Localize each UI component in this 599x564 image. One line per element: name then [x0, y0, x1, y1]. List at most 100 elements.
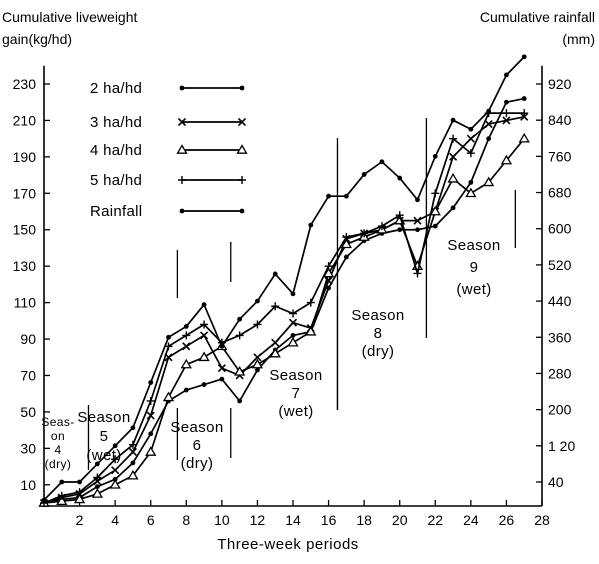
season-label-line: Season [170, 419, 223, 436]
point-2-ha-hd [94, 484, 100, 490]
point-4-ha-hd [287, 336, 299, 347]
point-4-ha-hd [234, 366, 246, 376]
point-5-ha-hd [93, 473, 102, 482]
point-2-ha-hd [521, 96, 527, 101]
x-tick-label: 28 [534, 512, 550, 528]
point-rainfall [183, 324, 189, 329]
y-right-tick-label: 760 [548, 148, 572, 164]
point-rainfall [397, 175, 403, 181]
point-4-ha-hd [500, 154, 513, 165]
y-right-tick-label: 1 20 [548, 438, 575, 454]
point-2-ha-hd [415, 227, 420, 233]
point-3-ha-hd [271, 338, 280, 347]
point-5-ha-hd [75, 488, 84, 497]
point-3-ha-hd [502, 116, 511, 125]
point-2-ha-hd [183, 387, 189, 393]
legend-label-5-ha-hd: 5 ha/hd [90, 172, 142, 189]
point-4-ha-hd [518, 132, 530, 143]
season-label-line: (wet) [86, 447, 121, 464]
point-3-ha-hd [253, 353, 262, 362]
legend-label-3-ha-hd: 3 ha/hd [90, 114, 142, 131]
season-label-line: Seas- [41, 415, 74, 429]
x-tick-label: 4 [111, 512, 119, 528]
y-left-tick-label: 130 [13, 258, 37, 274]
point-2-ha-hd [432, 223, 438, 229]
y-left-tick-label: 50 [20, 404, 36, 420]
point-5-ha-hd [342, 233, 351, 242]
point-rainfall [486, 108, 492, 114]
point-2-ha-hd [290, 333, 296, 338]
line-5-ha-hd [43, 112, 525, 504]
point-3-ha-hd [217, 364, 226, 373]
point-4-ha-hd [176, 144, 188, 154]
point-rainfall [77, 479, 82, 485]
x-tick-label: 24 [463, 512, 479, 528]
point-rainfall [112, 443, 118, 449]
point-2-ha-hd [468, 179, 474, 185]
y-right-tick-label: 280 [548, 365, 572, 381]
point-4-ha-hd [73, 493, 86, 504]
point-5-ha-hd [57, 491, 66, 500]
point-3-ha-hd [237, 117, 247, 127]
point-5-ha-hd [324, 262, 333, 271]
y-left-tick-label: 190 [13, 149, 37, 165]
y-left-tick-label: 170 [13, 185, 37, 201]
point-rainfall [148, 380, 154, 385]
point-5-ha-hd [306, 298, 315, 307]
point-4-ha-hd [56, 495, 68, 506]
point-rainfall [94, 461, 100, 467]
point-4-ha-hd [180, 358, 192, 369]
point-2-ha-hd [397, 227, 403, 233]
season-label-line: Season [447, 237, 500, 254]
x-tick-label: 20 [392, 512, 408, 528]
season-label-line: 8 [374, 325, 383, 342]
point-rainfall [326, 193, 331, 199]
point-5-ha-hd [271, 302, 280, 311]
point-5-ha-hd [289, 309, 297, 318]
season-label-line: 5 [100, 428, 109, 445]
point-3-ha-hd [200, 331, 209, 340]
point-rainfall [308, 222, 314, 228]
point-3-ha-hd [182, 342, 191, 351]
point-rainfall [272, 271, 278, 277]
line-4-ha-hd [43, 138, 525, 504]
x-tick-label: 16 [321, 512, 337, 528]
point-4-ha-hd [145, 446, 157, 456]
point-4-ha-hd [236, 144, 248, 154]
legend: 2 ha/hd 3 ha/hd 4 ha/hd 5 ha/hd Rainfall [90, 80, 248, 220]
point-2-ha-hd [326, 285, 331, 291]
point-rainfall [201, 302, 207, 308]
point-2-ha-hd [504, 99, 509, 105]
point-rainfall [468, 126, 474, 132]
x-tick-label: 6 [147, 512, 155, 528]
point-4-ha-hd [91, 488, 103, 498]
x-tick-label: 18 [356, 512, 372, 528]
point-2-ha-hd [255, 367, 260, 373]
point-5-ha-hd [520, 109, 529, 118]
y-right-tick-label: 360 [548, 329, 572, 345]
point-2-ha-hd [148, 431, 154, 437]
left-axis-title-line1: Cumulative liveweight [2, 9, 138, 25]
y-right-tick-label: 600 [548, 221, 572, 237]
point-2-ha-hd [130, 460, 136, 466]
season-label-line: (dry) [362, 343, 395, 360]
point-5-ha-hd [431, 189, 440, 198]
point-2-ha-hd [450, 205, 456, 211]
line-2-ha-hd [43, 97, 525, 504]
point-3-ha-hd [128, 447, 137, 457]
x-axis-title: Three-week periods [217, 536, 359, 553]
x-tick-label: 2 [76, 512, 84, 528]
point-2-ha-hd [219, 376, 225, 382]
point-5-ha-hd [146, 396, 155, 405]
y-left-tick-label: 90 [20, 331, 36, 347]
point-rainfall [237, 316, 243, 322]
point-rainfall [290, 291, 296, 297]
season-label-9: Season 9 (wet) [447, 237, 500, 298]
legend-label-2-ha-hd: 2 ha/hd [90, 80, 142, 97]
point-4-ha-hd [127, 469, 139, 480]
y-right-tick-label: 40 [548, 474, 564, 490]
season-labels: Seas-on4(dry)Season5(wet)Season6(dry)Sea… [41, 237, 500, 472]
point-2-ha-hd [179, 85, 185, 91]
season-label-line: 6 [193, 437, 202, 454]
